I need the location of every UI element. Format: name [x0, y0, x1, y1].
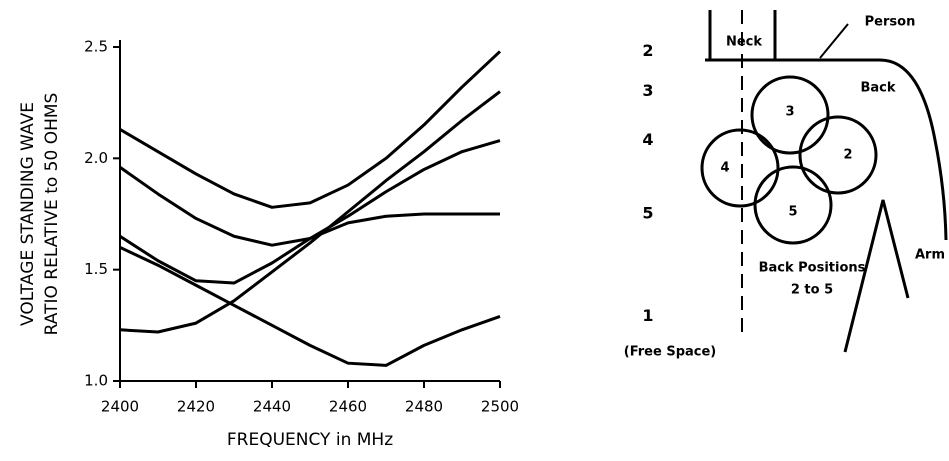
x-tick-label: 2460	[329, 398, 367, 416]
series-line	[119, 246, 501, 367]
position-label: 4	[720, 161, 729, 176]
position-label: 2	[843, 148, 852, 163]
position-circle	[753, 165, 833, 245]
x-tick-label: 2480	[405, 398, 443, 416]
neck-label: Neck	[726, 35, 762, 50]
y-axis-label: VOLTAGE STANDING WAVE	[18, 102, 38, 326]
caption: Back Positions	[759, 261, 866, 276]
series-line	[119, 90, 501, 334]
position-circle	[750, 75, 830, 155]
position-circle	[798, 115, 878, 195]
x-axis-label: FREQUENCY in MHz	[227, 430, 393, 450]
diagram	[700, 10, 948, 353]
series-label: 5	[642, 204, 653, 223]
back-label: Back	[860, 81, 895, 96]
series-label: 3	[642, 81, 653, 100]
y-axis-label: RATIO RELATIVE to 50 OHMS	[42, 93, 62, 336]
y-tick-label: 2.0	[84, 149, 108, 167]
y-tick-label: 1.5	[84, 260, 108, 278]
person-label: Person	[865, 15, 916, 30]
x-tick-label: 2400	[101, 398, 139, 416]
position-circle	[700, 128, 780, 208]
arm-outline	[843, 199, 910, 353]
series-line	[119, 212, 500, 285]
series-line	[119, 50, 502, 209]
caption: 2 to 5	[791, 283, 833, 298]
y-tick-label: 1.0	[84, 372, 108, 390]
series-label: 1	[642, 306, 653, 325]
body-outline	[705, 10, 948, 241]
series-label: 4	[642, 130, 653, 149]
y-tick-label: 2.5	[84, 38, 108, 56]
x-tick-label: 2440	[253, 398, 291, 416]
annotation: (Free Space)	[624, 345, 716, 360]
series-label: 2	[642, 41, 653, 60]
position-label: 5	[788, 205, 797, 220]
position-label: 3	[785, 105, 794, 120]
x-tick-label: 2420	[177, 398, 215, 416]
pointer	[819, 23, 849, 59]
x-tick-label: 2500	[481, 398, 519, 416]
series-line	[119, 139, 501, 247]
arm-label: Arm	[915, 248, 945, 263]
